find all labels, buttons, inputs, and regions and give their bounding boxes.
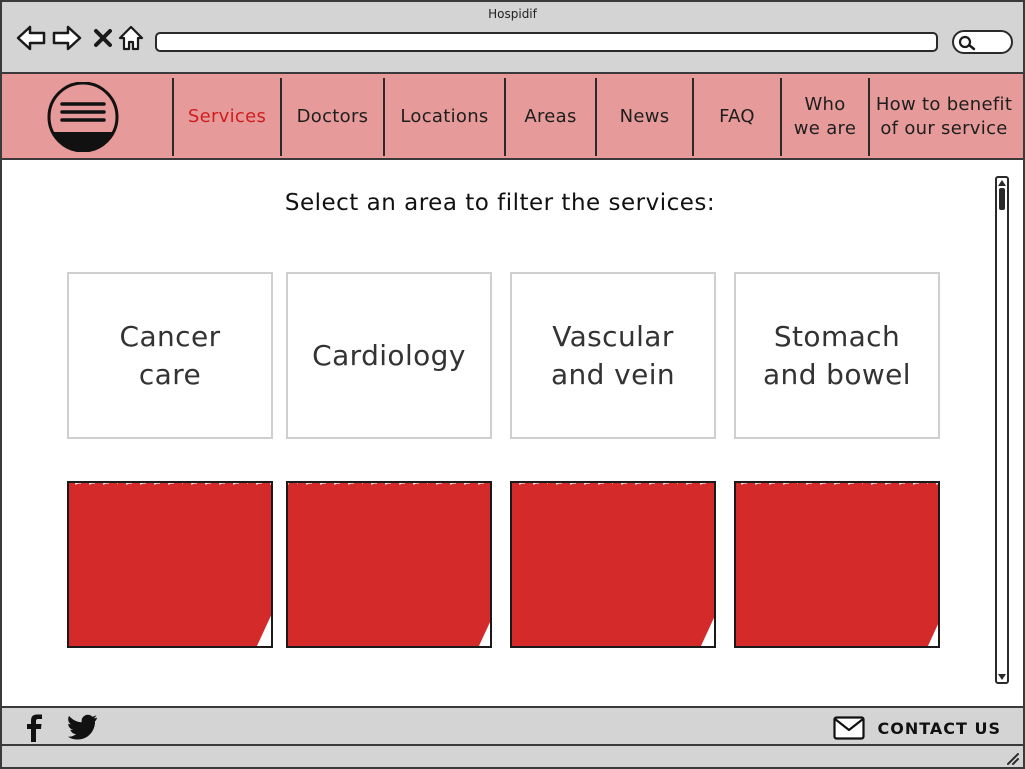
home-icon[interactable] bbox=[116, 22, 146, 54]
search-icon bbox=[958, 35, 976, 51]
nav-item-services[interactable]: Services bbox=[172, 78, 280, 156]
scroll-thumb[interactable] bbox=[999, 188, 1005, 210]
area-image-placeholder bbox=[510, 481, 716, 648]
window-title: Hospidif bbox=[488, 7, 537, 21]
filter-prompt: Select an area to filter the services: bbox=[284, 190, 716, 216]
browser-search-field[interactable] bbox=[952, 30, 1013, 54]
contact-us-label: CONTACT US bbox=[877, 718, 1001, 738]
area-card-cardiology[interactable]: Cardiology bbox=[286, 272, 492, 439]
image-scribble bbox=[69, 483, 271, 646]
site-footer: CONTACT US bbox=[2, 706, 1023, 746]
scroll-down-icon[interactable] bbox=[997, 672, 1007, 682]
image-scribble bbox=[288, 483, 490, 646]
area-image-placeholder bbox=[67, 481, 273, 648]
facebook-icon[interactable] bbox=[24, 714, 44, 746]
nav-item-areas[interactable]: Areas bbox=[504, 78, 595, 156]
area-image-placeholder bbox=[286, 481, 492, 648]
area-card-stomach-and-bowel[interactable]: Stomach and bowel bbox=[734, 272, 940, 439]
hamburger-menu-icon[interactable] bbox=[46, 81, 120, 153]
forward-arrow-icon[interactable] bbox=[52, 22, 82, 54]
resize-grip-icon[interactable] bbox=[1005, 751, 1019, 765]
url-input[interactable] bbox=[155, 32, 938, 52]
nav-item-how-to-benefit[interactable]: How to benefit of our service bbox=[868, 78, 1018, 156]
area-card-vascular-and-vein[interactable]: Vascular and vein bbox=[510, 272, 716, 439]
area-card-cancer-care[interactable]: Cancer care bbox=[67, 272, 273, 439]
status-bar bbox=[2, 746, 1023, 767]
site-navigation: Services Doctors Locations Areas News FA… bbox=[2, 74, 1023, 160]
contact-us-button[interactable]: CONTACT US bbox=[833, 715, 1001, 741]
twitter-icon[interactable] bbox=[68, 714, 98, 744]
image-scribble bbox=[736, 483, 938, 646]
nav-item-news[interactable]: News bbox=[595, 78, 692, 156]
envelope-icon bbox=[833, 716, 866, 740]
close-icon[interactable] bbox=[88, 22, 118, 54]
back-arrow-icon[interactable] bbox=[16, 22, 46, 54]
scroll-up-icon[interactable] bbox=[997, 178, 1007, 188]
main-content: Select an area to filter the services: C… bbox=[2, 160, 1023, 706]
browser-toolbar: Hospidif bbox=[2, 2, 1023, 74]
vertical-scrollbar[interactable] bbox=[995, 176, 1009, 684]
nav-item-locations[interactable]: Locations bbox=[383, 78, 504, 156]
image-scribble bbox=[512, 483, 714, 646]
nav-item-faq[interactable]: FAQ bbox=[692, 78, 780, 156]
nav-item-doctors[interactable]: Doctors bbox=[280, 78, 383, 156]
area-image-placeholder bbox=[734, 481, 940, 648]
nav-item-who-we-are[interactable]: Who we are bbox=[780, 78, 868, 156]
